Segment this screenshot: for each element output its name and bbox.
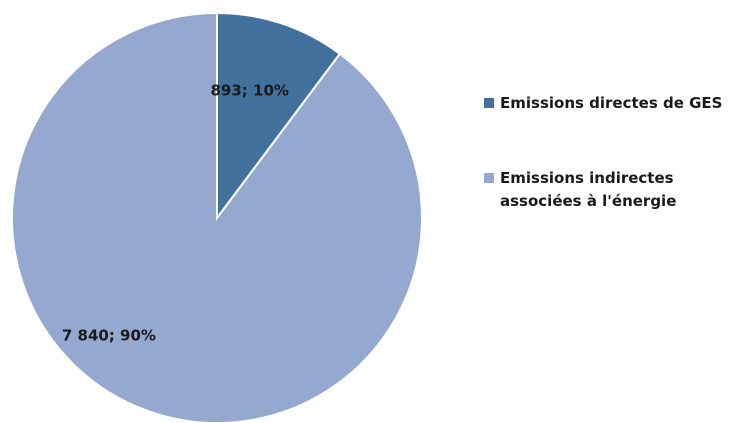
legend-label-direct: Emissions directes de GES <box>500 94 723 112</box>
slice-direct <box>216 11 342 222</box>
pie-labels: 893; 10% 7 840; 90% <box>62 82 289 345</box>
slice-indirect-label: 7 840; 90% <box>62 327 156 345</box>
legend: Emissions directes de GES Emissions indi… <box>484 92 729 265</box>
slice-direct-label: 893; 10% <box>210 82 288 100</box>
legend-label-indirect: Emissions indirectes associées à l'énerg… <box>500 169 677 210</box>
slice-indirect <box>10 11 423 423</box>
pie-chart: 893; 10% 7 840; 90% <box>10 11 423 423</box>
pie-slices <box>10 11 423 423</box>
legend-swatch-direct <box>484 98 494 108</box>
legend-swatch-indirect <box>484 173 494 183</box>
legend-item-indirect: Emissions indirectes associées à l'énerg… <box>484 167 729 213</box>
legend-item-direct: Emissions directes de GES <box>484 92 729 115</box>
